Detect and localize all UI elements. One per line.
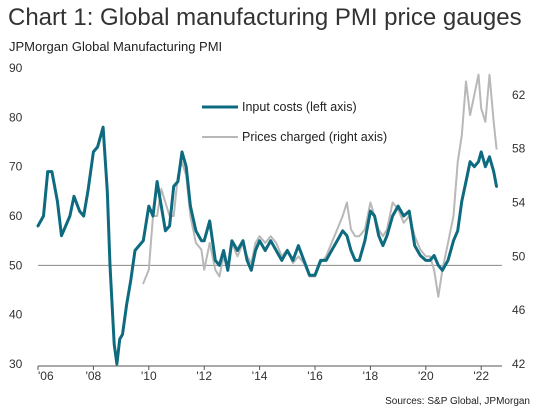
x-tick-label: '22 xyxy=(473,369,489,383)
y-left-tick-label: 60 xyxy=(9,209,23,223)
x-tick-label: '18 xyxy=(363,369,379,383)
y-right-tick-label: 50 xyxy=(512,249,526,263)
y-left-tick-label: 70 xyxy=(9,160,23,174)
x-tick-label: '20 xyxy=(418,369,434,383)
y-right-tick-label: 42 xyxy=(512,357,526,371)
y-right-tick-label: 46 xyxy=(512,303,526,317)
series-line-input-costs xyxy=(36,125,498,366)
y-right-tick-label: 62 xyxy=(512,88,526,102)
y-left-tick-label: 50 xyxy=(9,258,23,272)
chart-subtitle: JPMorgan Global Manufacturing PMI xyxy=(9,39,223,54)
x-tick-label: '14 xyxy=(252,369,268,383)
y-left-tick-label: 90 xyxy=(9,61,23,75)
series-group xyxy=(36,73,498,366)
x-tick-label: '10 xyxy=(141,369,157,383)
x-tick-label: '08 xyxy=(86,369,102,383)
y-right-tick-label: 54 xyxy=(512,196,526,210)
chart-title: Chart 1: Global manufacturing PMI price … xyxy=(8,4,522,31)
chart-source: Sources: S&P Global, JPMorgan xyxy=(385,396,530,407)
y-right-tick-label: 58 xyxy=(512,142,526,156)
y-left-tick-label: 80 xyxy=(9,110,23,124)
legend-label-prices-charged: Prices charged (right axis) xyxy=(242,130,387,144)
x-tick-label: '12 xyxy=(196,369,212,383)
y-left-tick-label: 30 xyxy=(9,357,23,371)
x-tick-label: '06 xyxy=(38,369,54,383)
legend: Input costs (left axis) Prices charged (… xyxy=(202,100,387,144)
legend-label-input-costs: Input costs (left axis) xyxy=(242,100,357,114)
y-left-tick-label: 40 xyxy=(9,308,23,322)
axis-group: '06 '08 '10 '12 '14 '16 '18 '20 '22 30 40 50 60 70 80 9… xyxy=(9,61,526,383)
x-tick-label: '16 xyxy=(307,369,323,383)
